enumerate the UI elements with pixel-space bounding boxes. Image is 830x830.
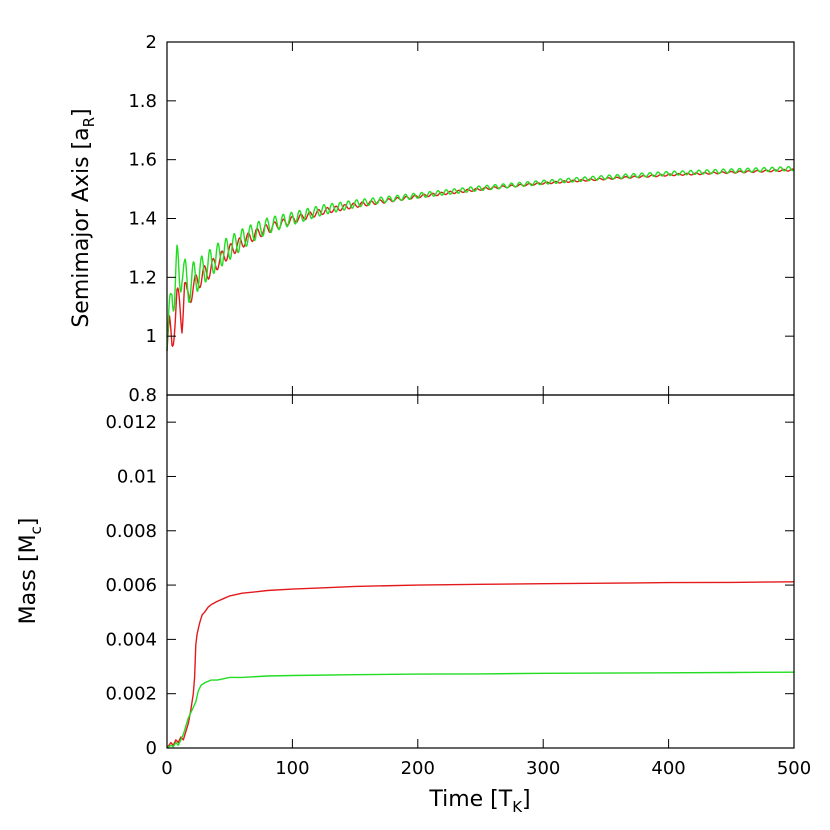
mass-ticks: 0 0.002 0.004 0.006 0.008 0.01 0.012 0 100 200 300… (105, 395, 811, 779)
mass-xtick-label: 200 (401, 758, 435, 779)
semimajor-ytick-label: 2 (146, 32, 157, 53)
mass-xtick-label: 500 (777, 758, 811, 779)
semimajor-ytick-label: 1 (146, 326, 157, 347)
mass-xtick-label: 0 (161, 758, 172, 779)
mass-xtick-label: 400 (651, 758, 685, 779)
xlabel-main: Time [T (428, 787, 512, 812)
semimajor-ytick-label: 1.4 (128, 209, 157, 230)
mass-ylabel: Mass [Mc] (16, 518, 45, 625)
mass-xtick-label: 100 (275, 758, 309, 779)
semimajor-series-2-line (166, 165, 795, 351)
ylabel-main: Mass [M (16, 534, 41, 624)
mass-series (166, 581, 795, 749)
ylabel-subscript: R (80, 117, 98, 127)
mass-ytick-label: 0.004 (105, 629, 157, 650)
mass-series-1-line (166, 581, 795, 749)
semimajor-axis-ylabel: Semimajor Axis [aR] (69, 108, 98, 327)
mass-ytick-label: 0.006 (105, 575, 157, 596)
semimajor-ytick-label: 1.2 (128, 267, 157, 288)
mass-ytick-label: 0.002 (105, 684, 157, 705)
mass-series-2-line (166, 671, 795, 749)
mass-xtick-label: 300 (526, 758, 560, 779)
ylabel-close: ] (16, 518, 41, 527)
ylabel-subscript: c (27, 526, 45, 534)
ylabel-main: Semimajor Axis [a (69, 127, 94, 327)
mass-ytick-label: 0.01 (117, 466, 157, 487)
mass-ytick-label: 0.012 (105, 412, 157, 433)
ylabel-close: ] (69, 108, 94, 117)
xlabel-close: ] (522, 787, 531, 812)
mass-ytick-label: 0.008 (105, 521, 157, 542)
semimajor-ytick-label: 1.6 (128, 150, 157, 171)
mass-frame (166, 394, 795, 749)
mass-ytick-label: 0 (146, 738, 157, 759)
semimajor-axis-series (166, 165, 795, 351)
xlabel-subscript: K (512, 798, 523, 816)
semimajor-ytick-label: 0.8 (128, 385, 157, 406)
semimajor-axis-ticks: 0.8 1 1.2 1.4 1.6 1.8 2 (128, 32, 795, 406)
mass-panel: 0 0.002 0.004 0.006 0.008 0.01 0.012 0 100 200 300… (16, 394, 811, 816)
time-xlabel: Time [TK] (428, 787, 530, 816)
semimajor-ytick-label: 1.8 (128, 91, 157, 112)
